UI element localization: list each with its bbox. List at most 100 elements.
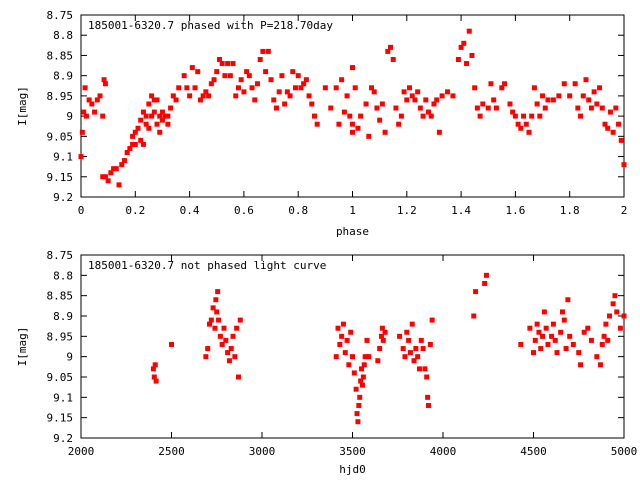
data-point xyxy=(342,350,348,356)
y-tick-label: 9.2 xyxy=(53,191,73,204)
data-point xyxy=(271,97,277,103)
data-point xyxy=(512,113,518,119)
y-tick-label: 9.15 xyxy=(47,171,74,184)
data-point xyxy=(206,93,212,99)
data-point xyxy=(348,329,354,335)
data-point xyxy=(552,337,558,343)
data-point xyxy=(561,317,567,323)
data-point xyxy=(565,297,571,303)
data-point xyxy=(420,113,426,119)
data-point xyxy=(249,85,255,91)
data-point xyxy=(576,350,582,356)
x-tick-label: 2 xyxy=(621,204,628,217)
data-point xyxy=(541,309,547,315)
data-point xyxy=(510,109,516,115)
data-point xyxy=(154,121,160,127)
data-point xyxy=(436,129,442,135)
data-point xyxy=(466,28,472,34)
data-point xyxy=(252,97,258,103)
data-point xyxy=(411,358,417,364)
data-point xyxy=(355,125,361,131)
y-tick-label: 9.1 xyxy=(53,391,73,404)
y-tick-label: 8.8 xyxy=(53,29,73,42)
data-point xyxy=(89,101,95,107)
data-point xyxy=(361,362,367,368)
data-point xyxy=(132,141,138,147)
data-point xyxy=(605,125,611,131)
data-point xyxy=(214,309,220,315)
data-point xyxy=(207,321,213,327)
data-point xyxy=(404,329,410,335)
data-point xyxy=(599,105,605,111)
data-point xyxy=(542,105,548,111)
data-point xyxy=(599,341,605,347)
data-point xyxy=(583,77,589,83)
data-point xyxy=(150,366,156,372)
data-point xyxy=(385,48,391,54)
data-point xyxy=(377,117,383,123)
data-point xyxy=(230,333,236,339)
data-point xyxy=(567,93,573,99)
data-point xyxy=(197,97,203,103)
data-point xyxy=(401,89,407,95)
data-point xyxy=(591,89,597,95)
data-point xyxy=(344,93,350,99)
data-point xyxy=(241,89,247,95)
data-point xyxy=(154,97,160,103)
x-tick-label: 0.6 xyxy=(234,204,254,217)
data-point xyxy=(374,105,380,111)
data-point xyxy=(610,129,616,135)
data-point xyxy=(406,337,412,343)
data-point xyxy=(364,337,370,343)
data-point xyxy=(371,89,377,95)
data-point xyxy=(203,89,209,95)
data-point xyxy=(235,85,241,91)
data-point xyxy=(244,69,250,75)
data-point xyxy=(268,77,274,83)
data-point xyxy=(578,113,584,119)
data-point xyxy=(195,69,201,75)
data-point xyxy=(81,109,87,115)
data-point xyxy=(94,97,100,103)
data-point xyxy=(219,61,225,67)
data-point xyxy=(205,346,211,352)
data-point xyxy=(602,121,608,127)
data-point xyxy=(228,346,234,352)
data-point xyxy=(581,329,587,335)
y-tick-label: 9.15 xyxy=(47,412,74,425)
data-point xyxy=(455,56,461,62)
data-point xyxy=(217,333,223,339)
data-point xyxy=(149,93,155,99)
data-point xyxy=(263,69,269,75)
data-point xyxy=(426,402,432,408)
data-point xyxy=(257,56,263,62)
data-point xyxy=(471,313,477,319)
data-point xyxy=(567,333,573,339)
data-point xyxy=(153,378,159,384)
data-point xyxy=(102,174,108,180)
data-point xyxy=(482,280,488,286)
y-tick-label: 8.85 xyxy=(47,290,74,303)
data-point xyxy=(523,121,529,127)
data-point xyxy=(336,121,342,127)
data-point xyxy=(111,166,117,172)
data-point xyxy=(333,354,339,360)
data-point xyxy=(215,289,221,295)
data-point xyxy=(192,85,198,91)
data-point xyxy=(543,325,549,331)
data-point xyxy=(165,121,171,127)
unphased-light-curve-plot: 2000 2500 3000 3500 4000 4500 5000 8.75 8.8 8.85 8… xyxy=(16,249,637,476)
data-point xyxy=(431,101,437,107)
x-tick-label: 0.2 xyxy=(125,204,145,217)
data-point xyxy=(273,105,279,111)
y-tick-label: 8.75 xyxy=(47,249,74,262)
data-point xyxy=(464,61,470,67)
y-tick-label: 8.75 xyxy=(47,9,74,22)
data-point xyxy=(379,325,385,331)
data-point xyxy=(612,293,618,299)
data-point xyxy=(507,101,513,107)
data-point xyxy=(311,113,317,119)
data-point xyxy=(208,317,214,323)
data-point xyxy=(322,85,328,91)
data-point xyxy=(213,297,219,303)
